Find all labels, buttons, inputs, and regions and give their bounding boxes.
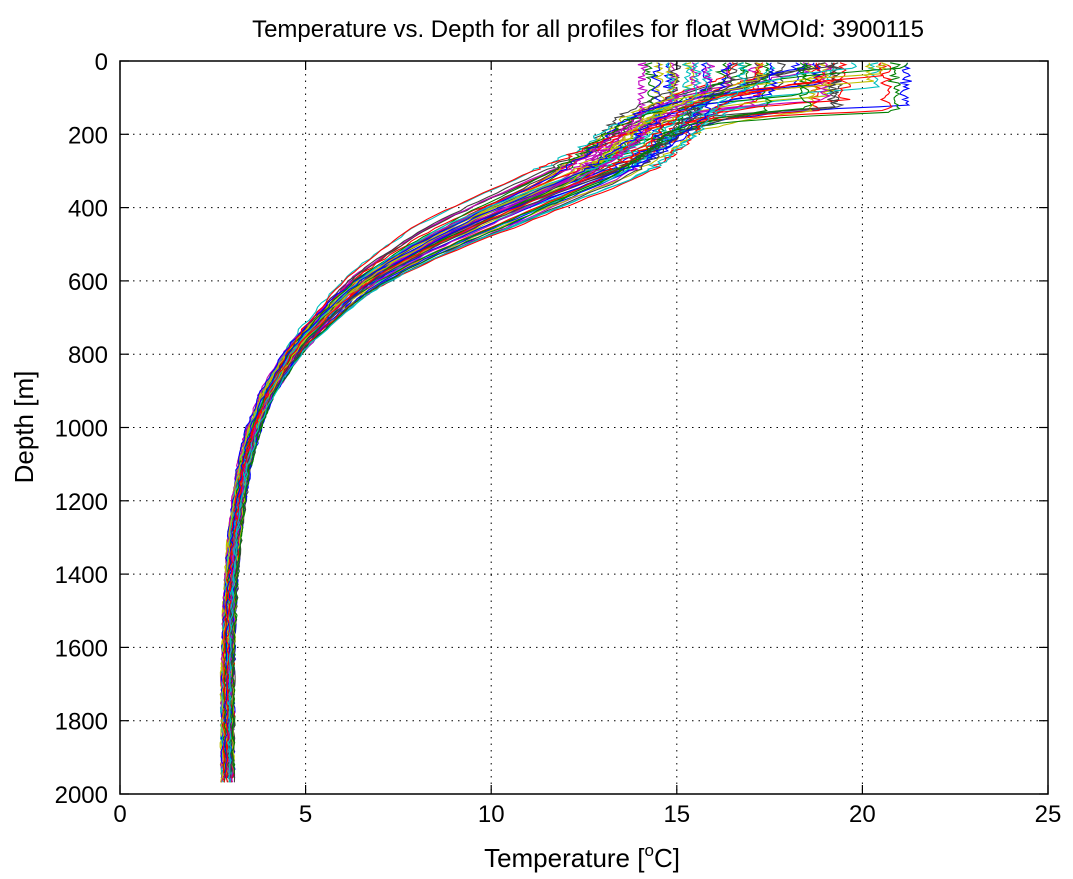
y-tick-label: 1800	[55, 709, 108, 736]
x-tick-label: 15	[663, 801, 690, 828]
x-axis-label-superscript: o	[644, 841, 653, 860]
y-tick-label: 800	[68, 342, 108, 369]
chart-title: Temperature vs. Depth for all profiles f…	[252, 16, 924, 43]
y-tick-label: 400	[68, 196, 108, 223]
profile-line	[229, 62, 738, 778]
profile-line	[231, 62, 889, 774]
y-tick-label: 1600	[55, 635, 108, 662]
x-tick-label: 20	[849, 801, 876, 828]
y-tick-label: 600	[68, 269, 108, 296]
y-axis-label: Depth [m]	[9, 371, 39, 484]
x-tick-label: 10	[478, 801, 505, 828]
x-axis-label: Temperature [oC]	[484, 841, 680, 873]
y-tick-label: 1400	[55, 562, 108, 589]
x-tick-label: 5	[299, 801, 312, 828]
profile-line	[227, 62, 858, 783]
x-axis-label-end: C]	[654, 843, 680, 873]
y-tick-label: 1000	[55, 416, 108, 443]
x-tick-label: 0	[113, 801, 126, 828]
profile-line	[231, 62, 840, 783]
y-tick-label: 1200	[55, 489, 108, 516]
profile-lines	[219, 62, 912, 783]
x-axis-label-main: Temperature [	[484, 843, 645, 873]
y-tick-label: 200	[68, 122, 108, 149]
x-tick-labels: 0 5 10 15 20 25	[113, 801, 1061, 828]
axis-ticks	[119, 60, 1049, 795]
profile-line	[225, 62, 825, 778]
y-tick-label: 0	[95, 49, 108, 76]
x-tick-label: 25	[1035, 801, 1062, 828]
y-tick-labels: 0 200 400 600 800 1000 1200 1400 1600 1800 2000	[55, 49, 108, 809]
profile-line	[223, 62, 780, 778]
profile-line	[220, 62, 823, 778]
profile-line	[222, 62, 908, 778]
y-tick-label: 2000	[55, 782, 108, 809]
